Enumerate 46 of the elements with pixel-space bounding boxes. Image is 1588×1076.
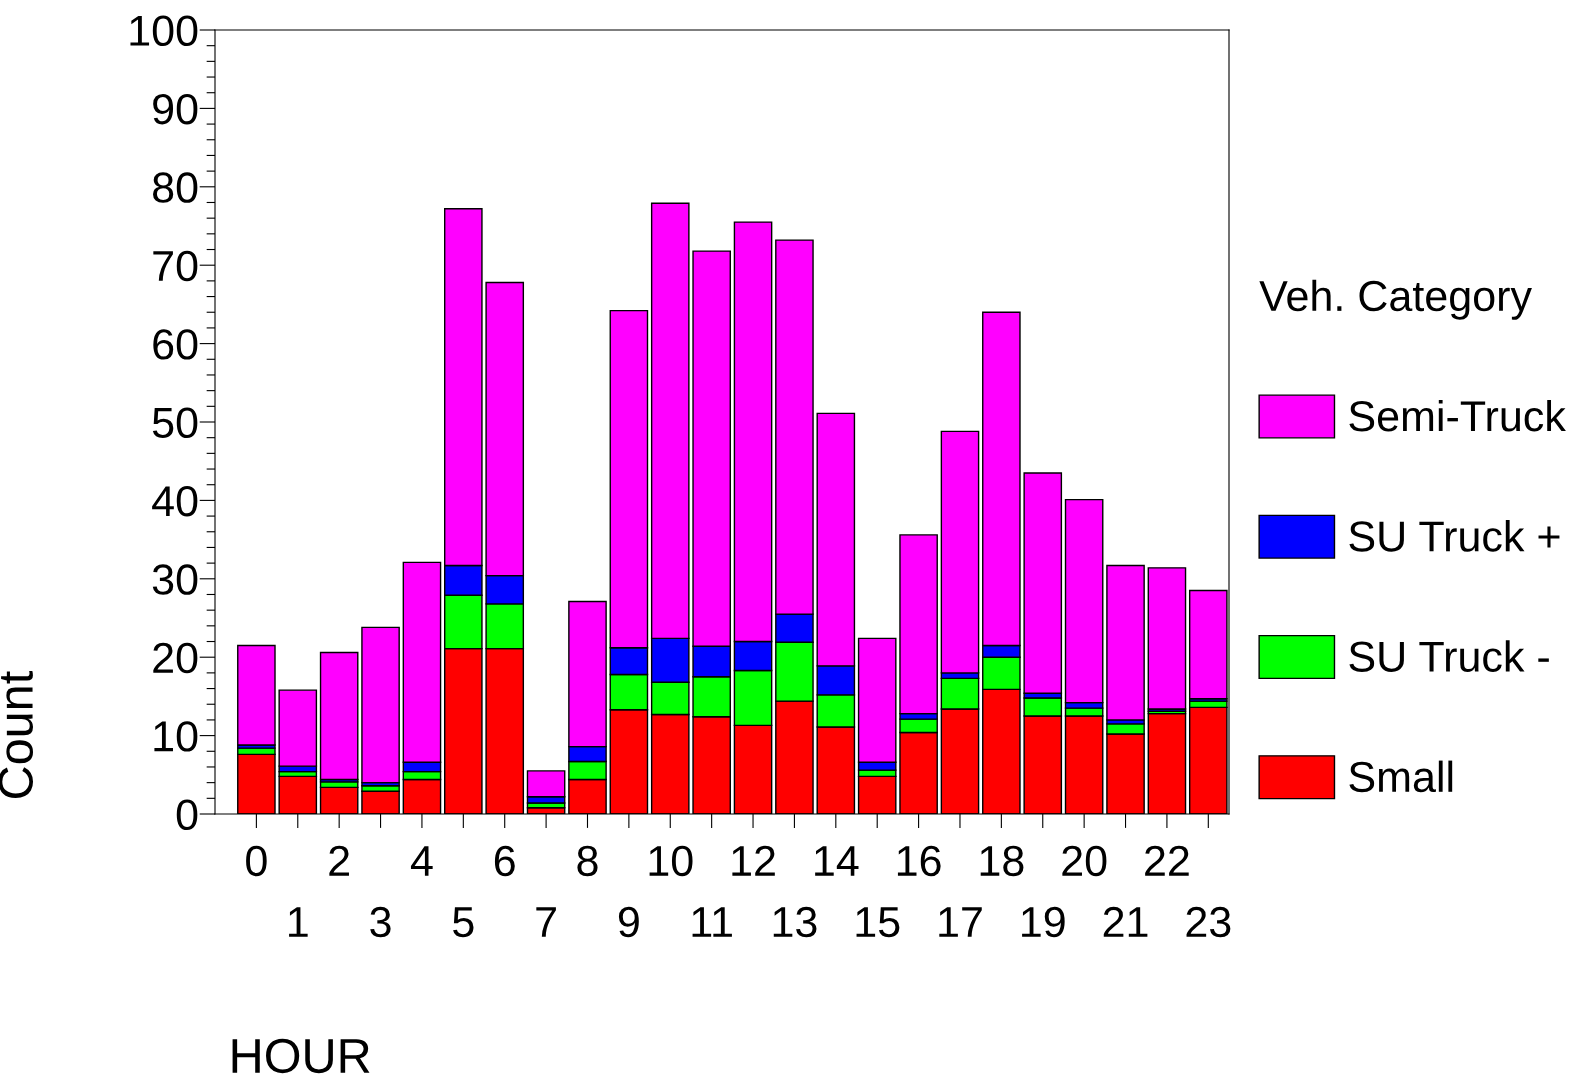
- x-tick-label: 8: [577, 845, 598, 877]
- legend-label: Semi-Truck: [1349, 399, 1566, 432]
- y-tick-label: 10: [154, 721, 198, 752]
- x-tick-label: 21: [1103, 906, 1148, 937]
- x-tick-label: 10: [649, 845, 693, 877]
- x-tick-label: 13: [773, 906, 817, 938]
- legend-label: SU Truck -: [1349, 640, 1549, 672]
- y-tick-label: 0: [176, 799, 198, 831]
- x-tick-label: 9: [618, 906, 639, 938]
- x-tick-label: 5: [453, 907, 474, 938]
- y-tick-label: 40: [152, 485, 198, 517]
- x-tick-label: 20: [1062, 845, 1107, 877]
- y-tick-label: 100: [130, 15, 198, 47]
- legend-label: SU Truck +: [1349, 520, 1560, 552]
- x-tick-label: 3: [370, 906, 391, 938]
- bar: [361, 626, 400, 784]
- y-tick-label: 30: [152, 564, 198, 595]
- y-tick-label: 60: [153, 329, 198, 360]
- x-tick-label: 1: [289, 907, 308, 937]
- x-tick-label: 7: [536, 907, 556, 937]
- y-tick-label: 70: [153, 250, 198, 282]
- x-tick-label: 2: [329, 845, 349, 876]
- y-tick-label: 90: [153, 93, 198, 125]
- x-tick-label: 0: [246, 845, 267, 877]
- bar: [1147, 567, 1187, 710]
- bar: [319, 651, 359, 781]
- x-tick-label: 4: [410, 846, 433, 876]
- x-tick-label: 16: [897, 845, 941, 877]
- x-tick-label: 12: [732, 845, 775, 876]
- bar: [1106, 564, 1145, 721]
- x-tick-label: 14: [815, 846, 859, 876]
- x-tick-label: 15: [856, 907, 900, 938]
- bar: [237, 644, 276, 746]
- x-tick-label: 17: [939, 907, 982, 937]
- y-tick-label: 50: [152, 407, 198, 439]
- legend-title: Veh. Category: [1259, 279, 1532, 320]
- x-tick-label: 19: [1022, 906, 1065, 938]
- x-tick-label: 18: [980, 845, 1024, 877]
- x-tick-label: 6: [494, 845, 515, 877]
- y-tick-label: 80: [153, 172, 198, 203]
- x-axis-title: HOUR: [232, 1038, 370, 1074]
- legend-label: Small: [1349, 760, 1453, 793]
- x-tick-label: 11: [692, 907, 732, 937]
- x-tick-label: 23: [1186, 906, 1231, 938]
- x-tick-label: 22: [1145, 845, 1189, 876]
- y-tick-label: 20: [153, 642, 198, 674]
